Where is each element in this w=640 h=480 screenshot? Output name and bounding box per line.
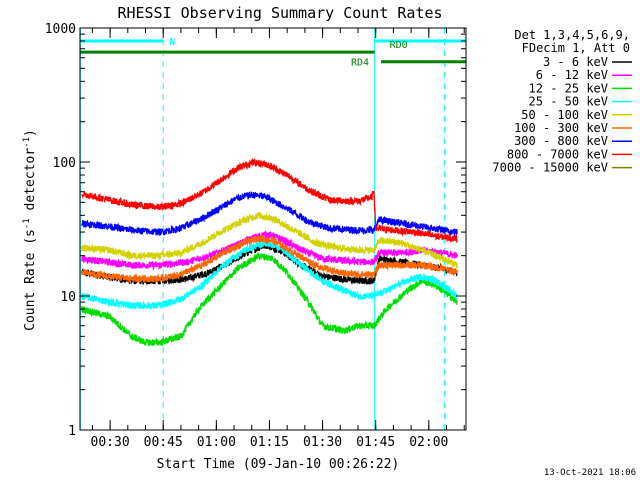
x-tick-label: 00:30	[91, 435, 130, 450]
y-axis-label-sup1: -1	[22, 218, 32, 229]
series-line-5	[81, 212, 458, 269]
legend-label-2: 6 - 12 keV	[536, 68, 608, 82]
y-tick-label: 1	[68, 424, 76, 439]
series-group	[81, 157, 458, 347]
legend-label-7: 300 - 800 keV	[514, 134, 608, 148]
series-line-2	[81, 230, 458, 271]
x-tick-label: 01:45	[356, 435, 395, 450]
x-tick-label: 01:30	[303, 435, 342, 450]
chart-title: RHESSI Observing Summary Count Rates	[117, 4, 442, 22]
legend-label-6: 100 - 300 keV	[514, 121, 608, 135]
footer-date: 13-Oct-2021 18:06	[544, 468, 636, 478]
legend-label-9: 7000 - 15000 keV	[492, 161, 608, 175]
y-axis-label-end: )	[23, 129, 38, 137]
y-axis-label: Count Rate (s-1 detector-1)	[22, 129, 38, 331]
series-line-4	[81, 238, 458, 311]
flag-label-2: RD0	[390, 40, 408, 51]
y-tick-label: 1000	[45, 22, 76, 37]
x-axis-label: Start Time (09-Jan-10 00:26:22)	[157, 457, 400, 472]
plot-frame	[79, 27, 467, 431]
y-axis-label-main: Count Rate (s	[23, 229, 38, 331]
legend-label-8: 800 - 7000 keV	[507, 147, 608, 161]
flag-label-4: RD4	[351, 58, 369, 69]
legend: Det 1,3,4,5,6,9, FDecim 1, Att 0 3 - 6 k…	[492, 28, 632, 175]
legend-label-5: 50 - 100 keV	[521, 108, 608, 122]
legend-label-1: 3 - 6 keV	[543, 55, 608, 69]
legend-label-4: 25 - 50 keV	[529, 95, 608, 109]
series-line-8	[81, 157, 458, 244]
x-tick-label: 02:00	[409, 435, 448, 450]
y-tick-label: 10	[60, 290, 76, 305]
x-tick-label: 01:00	[197, 435, 236, 450]
y-axis-label-mid: detector	[23, 148, 38, 219]
x-tick-label: 00:45	[144, 435, 183, 450]
axes: 1 10 100 1000 00:30 00:45 01:00 01:15 01:30 01:45…	[45, 22, 467, 450]
legend-header-line-1: Det 1,3,4,5,6,9,	[514, 28, 630, 42]
flag-label-1: N	[169, 37, 175, 48]
y-axis-label-sup2: -1	[22, 137, 32, 148]
y-tick-label: 100	[53, 156, 76, 171]
flag-bars: N RD0 RD4	[80, 37, 466, 69]
legend-label-3: 12 - 25 keV	[529, 81, 608, 95]
series-line-7	[81, 191, 458, 238]
legend-header-line-2: FDecim 1, Att 0	[522, 41, 630, 55]
x-tick-label: 01:15	[250, 435, 289, 450]
series-line-3	[81, 252, 458, 347]
series-line-6	[81, 235, 458, 284]
